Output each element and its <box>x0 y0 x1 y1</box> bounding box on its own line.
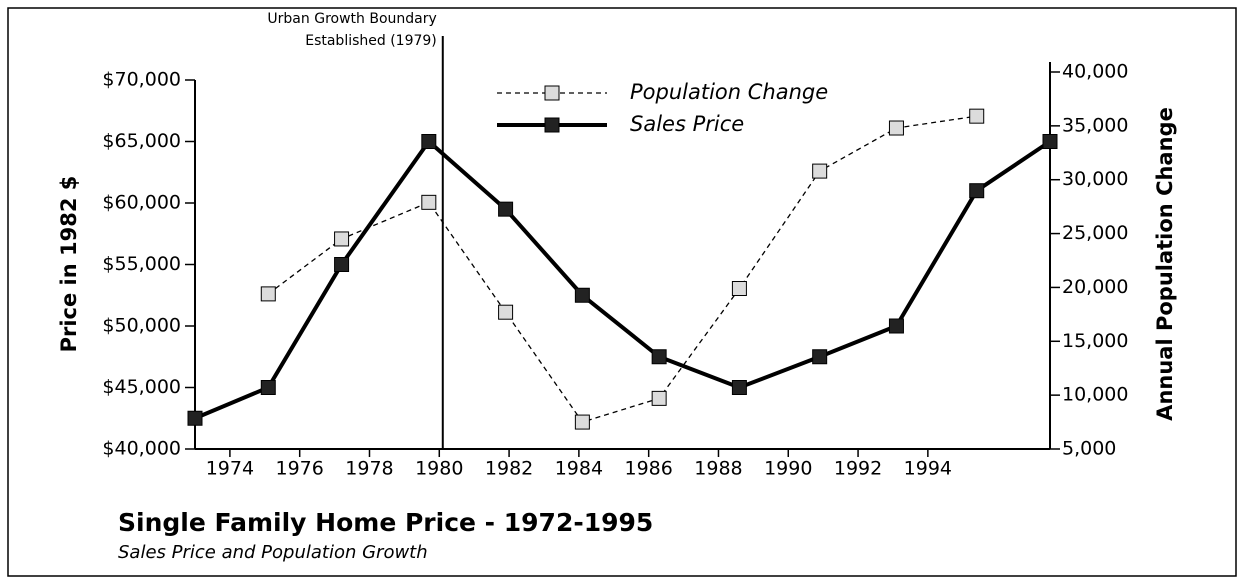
y2-tick-label: 25,000 <box>1062 222 1128 244</box>
x-tick-label: 1986 <box>624 458 672 480</box>
marker <box>574 287 590 303</box>
y-tick-label: $40,000 <box>102 438 181 460</box>
y2-tick-label: 15,000 <box>1062 330 1128 352</box>
x-tick-label: 1984 <box>555 458 603 480</box>
x-tick-label: 1990 <box>764 458 812 480</box>
legend-marker <box>544 85 560 101</box>
y2-tick-label: 10,000 <box>1062 384 1128 406</box>
marker <box>421 134 437 149</box>
x-tick-label: 1994 <box>904 458 952 480</box>
legend-label: Sales Price <box>630 112 744 136</box>
marker <box>969 183 985 199</box>
frame <box>7 7 1237 577</box>
legend-label: Population Change <box>630 80 828 104</box>
y2-tick-label: 20,000 <box>1062 276 1128 298</box>
marker <box>260 380 276 395</box>
series-line <box>194 138 1052 421</box>
marker <box>888 318 904 334</box>
y-axis-label: Price in 1982 $ <box>57 176 81 353</box>
marker <box>421 194 437 210</box>
marker <box>888 120 904 136</box>
marker <box>498 304 514 320</box>
y-tick-label: $70,000 <box>102 69 181 91</box>
marker <box>334 257 350 272</box>
marker <box>260 286 276 302</box>
y2-tick-label: 5,000 <box>1062 438 1116 460</box>
marker <box>731 380 747 395</box>
x-tick-label: 1978 <box>345 458 393 480</box>
marker <box>498 201 514 217</box>
chart-subtitle: Sales Price and Population Growth <box>118 542 428 563</box>
marker <box>334 231 350 247</box>
y-tick-label: $45,000 <box>102 376 181 398</box>
marker <box>812 349 828 365</box>
x-tick-label: 1982 <box>485 458 533 480</box>
marker <box>969 108 985 124</box>
marker <box>1042 134 1058 149</box>
legend-marker <box>544 117 560 133</box>
marker <box>731 281 747 297</box>
y2-tick-label: 30,000 <box>1062 168 1128 190</box>
series-line <box>267 115 977 423</box>
annotation-text: Established (1979) <box>305 33 437 49</box>
y2-tick-label: 40,000 <box>1062 61 1128 83</box>
chart-title: Single Family Home Price - 1972-1995 <box>118 508 653 537</box>
x-tick-label: 1988 <box>694 458 742 480</box>
marker <box>651 390 667 406</box>
x-tick-label: 1976 <box>276 458 324 480</box>
marker <box>574 414 590 430</box>
y-tick-label: $55,000 <box>102 253 181 275</box>
marker <box>651 349 667 365</box>
y-tick-label: $60,000 <box>102 192 181 214</box>
y-tick-label: $65,000 <box>102 130 181 152</box>
y2-axis-label: Annual Population Change <box>1153 107 1177 421</box>
marker <box>187 410 203 426</box>
y-tick-label: $50,000 <box>102 315 181 337</box>
x-tick-label: 1980 <box>415 458 463 480</box>
marker <box>812 163 828 179</box>
x-tick-label: 1992 <box>834 458 882 480</box>
x-tick-label: 1974 <box>206 458 254 480</box>
annotation-text: Urban Growth Boundary <box>267 11 436 27</box>
y2-tick-label: 35,000 <box>1062 114 1128 136</box>
